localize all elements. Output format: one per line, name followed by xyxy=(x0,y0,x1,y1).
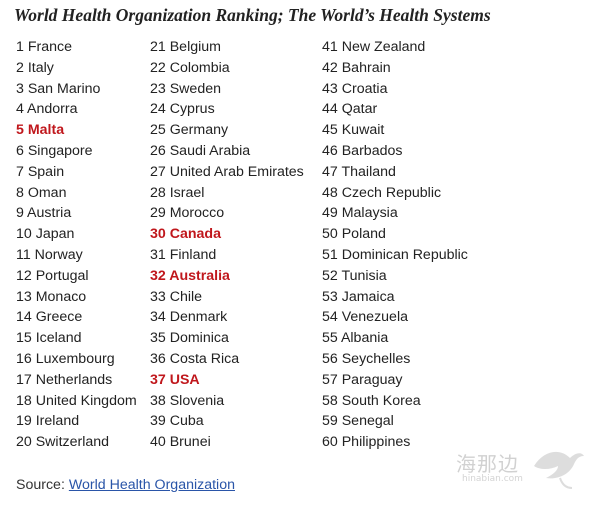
ranking-item: 33 Chile xyxy=(150,288,203,305)
watermark-url: hinabian.com xyxy=(462,474,523,484)
ranking-item: 4 Andorra xyxy=(16,101,78,118)
ranking-item: 39 Cuba xyxy=(150,413,204,430)
ranking-item: 1 France xyxy=(16,39,72,55)
ranking-item: 52 Tunisia xyxy=(322,267,387,284)
ranking-item: 20 Switzerland xyxy=(16,434,110,451)
ranking-item: 55 Albania xyxy=(322,330,389,347)
ranking-item: 41 New Zealand xyxy=(322,39,426,55)
ranking-item: 60 Philippines xyxy=(322,434,411,451)
source-line: Source: World Health Organization xyxy=(16,477,235,493)
ranking-item: 56 Seychelles xyxy=(322,350,411,367)
source-label: Source: xyxy=(16,477,65,493)
ranking-item: 27 United Arab Emirates xyxy=(150,163,304,180)
ranking-item: 11 Norway xyxy=(16,246,83,263)
ranking-item: 25 Germany xyxy=(150,122,229,139)
ranking-item: 42 Bahrain xyxy=(322,59,391,76)
ranking-item: 6 Singapore xyxy=(16,142,93,159)
ranking-item: 46 Barbados xyxy=(322,142,403,159)
ranking-item: 2 Italy xyxy=(16,59,54,76)
ranking-item: 15 Iceland xyxy=(16,330,82,347)
ranking-item: 8 Oman xyxy=(16,184,67,201)
ranking-item: 45 Kuwait xyxy=(322,122,385,139)
ranking-item: 14 Greece xyxy=(16,309,83,326)
ranking-item: 24 Cyprus xyxy=(150,101,215,118)
ranking-item: 50 Poland xyxy=(322,226,386,243)
ranking-item: 38 Slovenia xyxy=(150,392,225,409)
page-title: World Health Organization Ranking; The W… xyxy=(14,5,491,25)
ranking-item: 7 Spain xyxy=(16,163,65,180)
ranking-column-3: 41 New Zealand 42 Bahrain 43 Croatia 44 Qat… xyxy=(322,37,468,453)
ranking-item: 13 Monaco xyxy=(16,288,87,305)
ranking-item: 57 Paraguay xyxy=(322,371,403,388)
ranking-item: 16 Luxembourg xyxy=(16,350,115,367)
ranking-item: 58 South Korea xyxy=(322,392,421,409)
ranking-item: 19 Ireland xyxy=(16,413,80,430)
ranking-item: 49 Malaysia xyxy=(322,205,398,222)
ranking-item: 59 Senegal xyxy=(322,413,394,430)
watermark-text: 海那边 xyxy=(456,452,519,476)
source-link[interactable]: World Health Organization xyxy=(68,477,235,493)
ranking-item: 53 Jamaica xyxy=(322,288,395,305)
ranking-item: 22 Colombia xyxy=(150,59,230,76)
watermark: 海那边 hinabian.com xyxy=(426,444,586,494)
ranking-item: 31 Finland xyxy=(150,246,217,263)
ranking-item: 17 Netherlands xyxy=(16,371,113,388)
bird-logo-icon xyxy=(534,451,584,489)
ranking-item: 35 Dominica xyxy=(150,330,229,347)
ranking-item: 23 Sweden xyxy=(150,80,221,97)
ranking-item: 47 Thailand xyxy=(322,163,396,180)
ranking-item: 9 Austria xyxy=(16,205,72,222)
ranking-column-1: 1 France 2 Italy 3 San Marino 4 Andorra 5 Ma… xyxy=(16,37,137,453)
ranking-item: 5 Malta xyxy=(16,122,65,139)
ranking-item: 30 Canada xyxy=(150,226,221,243)
ranking-item: 28 Israel xyxy=(150,184,205,201)
ranking-item: 37 USA xyxy=(150,371,200,388)
ranking-item: 48 Czech Republic xyxy=(322,184,442,201)
ranking-item: 34 Denmark xyxy=(150,309,228,326)
ranking-item: 40 Brunei xyxy=(150,434,211,451)
ranking-item: 21 Belgium xyxy=(150,39,221,55)
ranking-item: 26 Saudi Arabia xyxy=(150,142,251,159)
ranking-item: 43 Croatia xyxy=(322,80,388,97)
ranking-item: 3 San Marino xyxy=(16,80,101,97)
ranking-column-2: 21 Belgium 22 Colombia 23 Sweden 24 Cyprus 2… xyxy=(150,37,304,453)
ranking-item: 12 Portugal xyxy=(16,267,89,284)
ranking-item: 36 Costa Rica xyxy=(150,350,240,367)
ranking-item: 18 United Kingdom xyxy=(16,392,137,409)
ranking-item: 32 Australia xyxy=(150,267,230,284)
ranking-item: 29 Morocco xyxy=(150,205,225,222)
ranking-item: 51 Dominican Republic xyxy=(322,246,468,263)
ranking-item: 10 Japan xyxy=(16,226,75,243)
ranking-item: 54 Venezuela xyxy=(322,309,408,326)
ranking-item: 44 Qatar xyxy=(322,101,378,118)
